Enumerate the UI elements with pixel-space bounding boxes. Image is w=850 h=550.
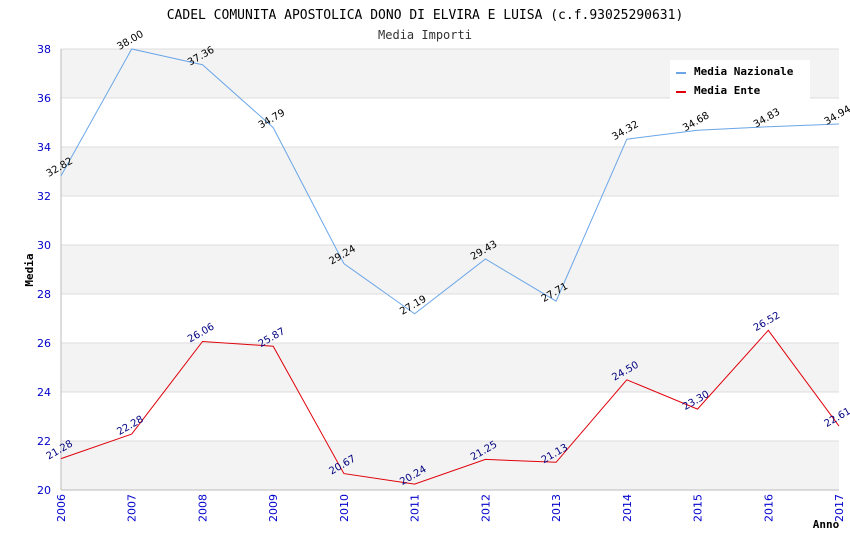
grid-lines bbox=[61, 48, 839, 491]
x-tick-labels: 2006 2007 2008 2009 2010 2011 2012 2013 2014 2015… bbox=[55, 494, 846, 522]
data-label: 34.79 bbox=[257, 108, 287, 132]
data-label: 27.19 bbox=[398, 294, 428, 318]
grid-bands bbox=[61, 49, 839, 490]
x-tick-label: 2008 bbox=[196, 494, 209, 522]
y-tick-label: 28 bbox=[37, 288, 51, 301]
x-tick-label: 2011 bbox=[409, 494, 422, 522]
axes bbox=[60, 49, 839, 491]
y-tick-label: 30 bbox=[37, 239, 51, 252]
x-axis-label: Anno bbox=[813, 518, 840, 531]
legend: Media Nazionale Media Ente bbox=[670, 60, 810, 102]
x-tick-label: 2013 bbox=[550, 494, 563, 522]
data-label: 23.30 bbox=[681, 389, 711, 413]
y-tick-label: 36 bbox=[37, 92, 51, 105]
y-tick-label: 24 bbox=[37, 386, 51, 399]
grid-band bbox=[61, 343, 839, 392]
series-lines bbox=[60, 48, 840, 485]
y-tick-label: 34 bbox=[37, 141, 51, 154]
x-tick-label: 2017 bbox=[833, 494, 846, 522]
x-tick-label: 2009 bbox=[267, 494, 280, 522]
x-tick-label: 2016 bbox=[762, 494, 775, 522]
y-tick-label: 38 bbox=[37, 43, 51, 56]
y-tick-label: 26 bbox=[37, 337, 51, 350]
x-tick-label: 2006 bbox=[55, 494, 68, 522]
series-line-ente bbox=[60, 329, 840, 485]
x-tick-label: 2015 bbox=[692, 494, 705, 522]
legend-label-nazionale: Media Nazionale bbox=[694, 65, 794, 78]
y-axis-label: Media bbox=[23, 253, 36, 286]
grid-band bbox=[61, 147, 839, 196]
grid-band bbox=[61, 441, 839, 490]
y-tick-label: 20 bbox=[37, 484, 51, 497]
chart-title: CADEL COMUNITA APOSTOLICA DONO DI ELVIRA… bbox=[167, 8, 684, 23]
x-tick-label: 2007 bbox=[126, 494, 139, 522]
data-label: 34.32 bbox=[610, 119, 640, 143]
y-tick-label: 32 bbox=[37, 190, 51, 203]
legend-background bbox=[670, 60, 810, 102]
legend-label-ente: Media Ente bbox=[694, 84, 761, 97]
x-tick-label: 2012 bbox=[479, 494, 492, 522]
y-tick-label: 22 bbox=[37, 435, 51, 448]
chart-subtitle: Media Importi bbox=[378, 28, 472, 42]
x-tick-label: 2010 bbox=[338, 494, 351, 522]
series-line-nazionale bbox=[60, 48, 840, 315]
x-tick-label: 2014 bbox=[621, 494, 634, 522]
data-label: 26.52 bbox=[752, 310, 782, 334]
y-tick-labels: 20 22 24 26 28 30 32 34 36 38 bbox=[37, 43, 51, 497]
